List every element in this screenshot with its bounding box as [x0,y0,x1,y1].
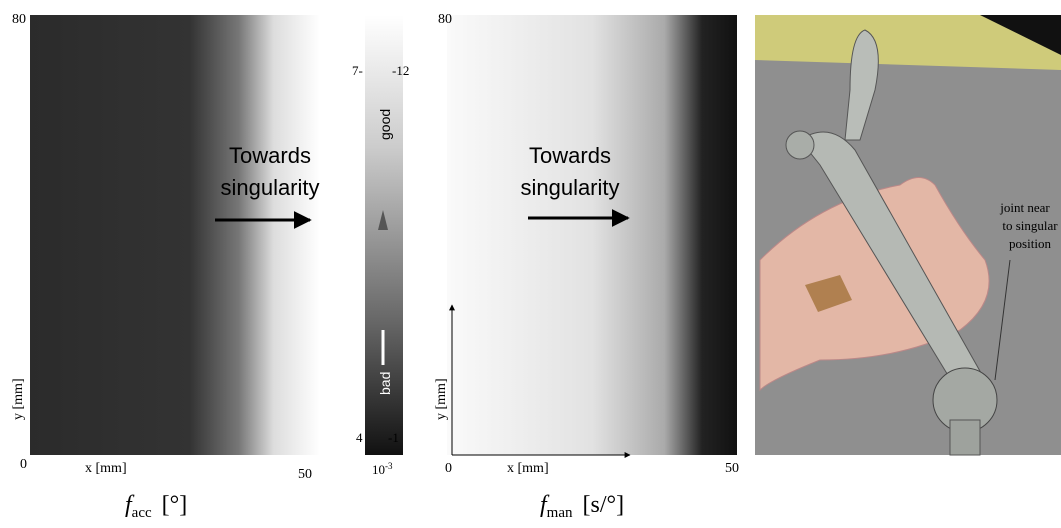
bad-label: bad [377,372,393,395]
callout: position [1009,236,1051,251]
annotation: singularity [520,175,619,200]
callout: joint near [999,200,1050,215]
render: joint near to singular position [755,15,1061,455]
annotation: Towards [529,143,611,168]
x-label: x [mm] [85,461,127,476]
exp: -3 [385,461,393,471]
y-label: y [mm] [434,378,449,420]
metric-label: fman[s/°] [540,492,624,521]
unit: [s/°] [583,492,625,518]
good-label: good [377,109,393,140]
arm [950,420,980,455]
heatmap [30,15,320,455]
metric-label: facc[°] [125,492,187,521]
colorbar-label: -12 [392,63,409,78]
colorbar-scale: 10-3 [372,461,393,477]
subscript: acc [132,505,152,521]
x-max: 50 [725,461,739,476]
colorbar-label: -1 [388,430,399,445]
colorbar-label: 4 [356,430,363,445]
callout: to singular [1002,218,1058,233]
x-label: x [mm] [507,461,549,476]
base: 10 [372,462,385,477]
y-max: 80 [438,12,452,27]
annotation: singularity [220,175,319,200]
x-max: 50 [298,467,312,482]
page: 80 0 50 x [mm] y [mm] Towards singularit… [0,0,1061,528]
annotation: Towards [229,143,311,168]
origin: 0 [445,461,452,476]
y-label: y [mm] [11,378,26,420]
joint [786,131,814,159]
figure: 80 0 50 x [mm] y [mm] Towards singularit… [0,0,1061,528]
colorbar-label: 7- [352,63,363,78]
heatmap [447,15,737,455]
y-max: 80 [12,12,26,27]
unit: [°] [162,492,188,518]
origin: 0 [20,457,27,472]
subscript: man [547,505,573,521]
